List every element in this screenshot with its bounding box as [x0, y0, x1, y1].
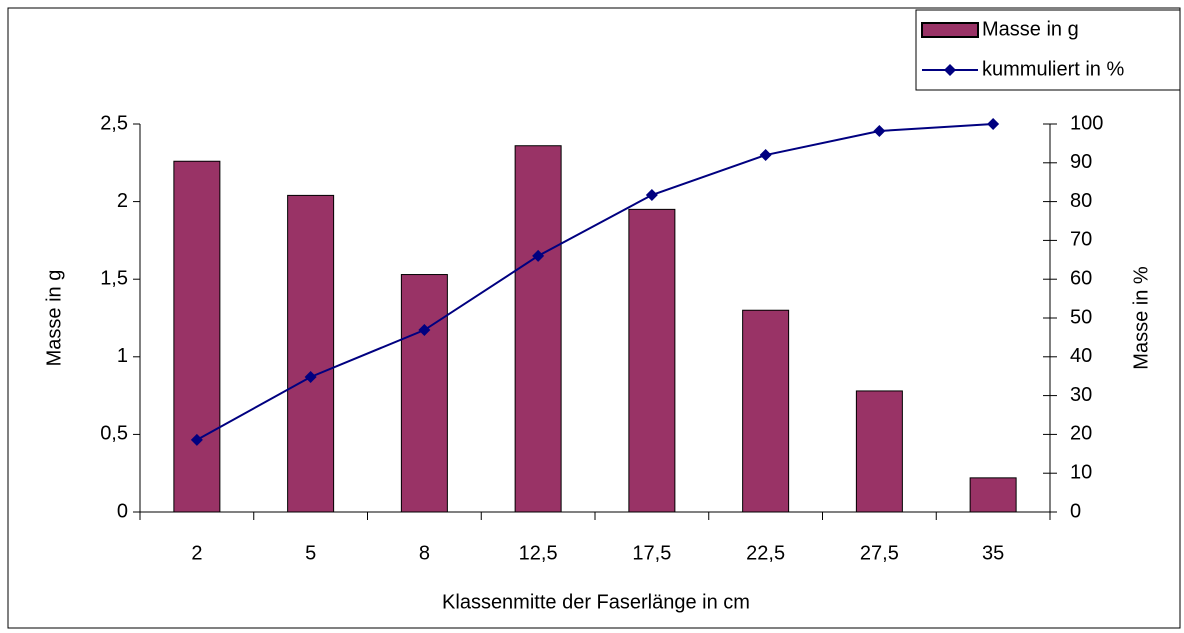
line-marker [304, 370, 317, 383]
x-tick-label: 8 [419, 542, 430, 564]
y-axis-label: Masse in g [43, 270, 65, 367]
y2-tick-label: 100 [1070, 112, 1103, 134]
line-marker [190, 433, 203, 446]
y2-tick-label: 0 [1070, 500, 1081, 522]
legend-marker [944, 64, 956, 76]
bar [969, 477, 1017, 513]
y2-axis-label: Masse in % [1130, 266, 1152, 370]
x-axis-label: Klassenmitte der Faserlänge in cm [442, 591, 750, 613]
line-marker [645, 189, 658, 202]
x-tick-label: 35 [982, 542, 1004, 564]
legend-label: kummuliert in % [982, 58, 1124, 80]
bar [514, 145, 562, 513]
bar [400, 274, 448, 513]
y2-tick-label: 60 [1070, 267, 1092, 289]
y2-tick-label: 20 [1070, 423, 1092, 445]
y2-tick-label: 10 [1070, 461, 1092, 483]
y-tick-label: 1 [117, 345, 128, 367]
x-tick-label: 2 [191, 542, 202, 564]
y2-tick-label: 40 [1070, 345, 1092, 367]
y2-tick-label: 70 [1070, 229, 1092, 251]
bar [742, 309, 790, 513]
bar [287, 194, 335, 513]
line-marker [987, 118, 1000, 130]
bar [855, 390, 903, 513]
x-tick-label: 17,5 [632, 542, 671, 564]
y-tick-label: 0 [117, 500, 128, 522]
x-tick-label: 5 [305, 542, 316, 564]
y-tick-label: 1,5 [100, 267, 128, 289]
line-marker [418, 324, 431, 337]
y-tick-label: 2,5 [100, 112, 128, 134]
y2-tick-label: 50 [1070, 306, 1092, 328]
legend-label: Masse in g [982, 18, 1079, 40]
y2-tick-label: 90 [1070, 151, 1092, 173]
y-tick-label: 0,5 [100, 423, 128, 445]
bar [173, 160, 221, 513]
x-tick-label: 27,5 [860, 542, 899, 564]
bar [628, 208, 676, 513]
legend-swatch [921, 22, 979, 38]
line-marker [532, 249, 545, 262]
y-tick-label: 2 [117, 190, 128, 212]
line-marker [873, 124, 886, 137]
y2-tick-label: 30 [1070, 384, 1092, 406]
x-tick-label: 22,5 [746, 542, 785, 564]
y2-tick-label: 80 [1070, 190, 1092, 212]
line [196, 123, 994, 441]
line-marker [759, 149, 772, 162]
x-tick-label: 12,5 [519, 542, 558, 564]
